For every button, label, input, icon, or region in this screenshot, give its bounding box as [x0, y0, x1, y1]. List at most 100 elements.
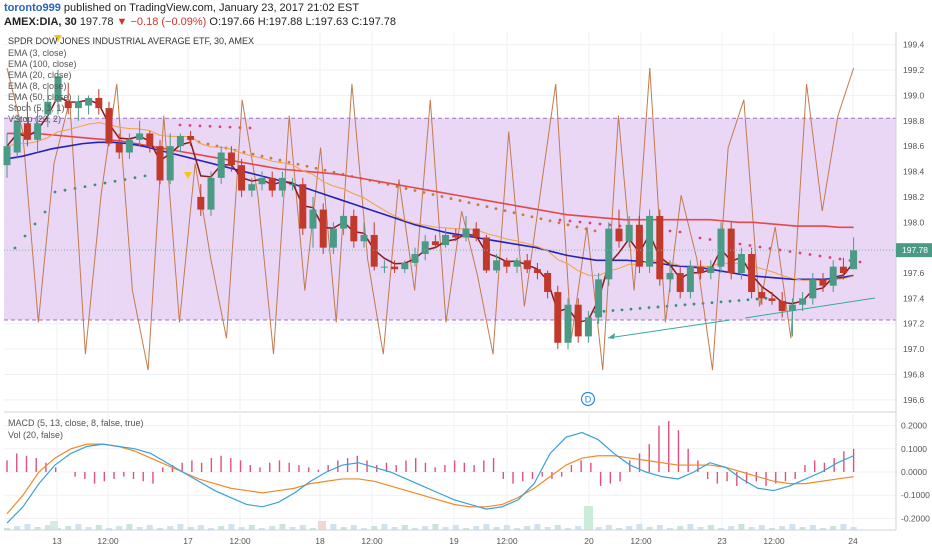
time-tick-label: 18: [315, 536, 325, 546]
candle-body: [482, 237, 490, 271]
candle-body: [697, 266, 705, 274]
volume-bar: [34, 527, 41, 530]
vstop-dot: [178, 123, 182, 127]
volume-bar: [24, 524, 31, 530]
candle-body: [748, 253, 756, 293]
candle-body: [850, 250, 858, 270]
vstop-dot: [476, 203, 480, 207]
candle-body: [686, 266, 694, 293]
candle-body: [207, 177, 215, 210]
volume-bar: [238, 527, 245, 530]
volume-bar: [218, 526, 225, 530]
candle: [839, 257, 847, 280]
candle-body: [727, 228, 735, 274]
volume-bar: [728, 526, 735, 530]
candle-body: [3, 146, 11, 166]
price-tick-label: 197.0: [903, 344, 925, 354]
candle: [819, 273, 827, 293]
candle-body: [329, 228, 337, 248]
volume-bar: [584, 506, 593, 530]
candle-body: [227, 152, 235, 166]
candle: [289, 177, 297, 191]
candle: [666, 260, 674, 293]
candle-body: [411, 253, 419, 263]
candle-body: [401, 262, 409, 270]
volume-bar: [44, 525, 51, 530]
trend-arrow-head: [608, 333, 615, 339]
candle-body: [829, 266, 837, 286]
candle-body: [370, 234, 378, 267]
candle: [737, 247, 745, 280]
volume-bar: [14, 526, 21, 530]
candle-body: [115, 143, 123, 153]
vstop-dot: [278, 158, 282, 162]
candle-body: [299, 184, 307, 229]
vstop-dot: [737, 299, 741, 302]
candle: [697, 260, 705, 280]
vstop-dot: [494, 207, 498, 211]
vstop-dot: [602, 309, 606, 313]
candle-body: [819, 279, 827, 286]
candle: [54, 70, 62, 115]
candle: [595, 273, 603, 324]
macd-tick-label: 0.2000: [901, 421, 927, 431]
vstop-dot: [692, 302, 696, 306]
candle: [105, 101, 113, 147]
volume-bar: [269, 526, 276, 530]
vstop-dot: [422, 191, 426, 194]
price-tick-label: 198.8: [903, 116, 925, 126]
candle: [707, 260, 715, 280]
vstop-dot: [638, 307, 642, 310]
vstop-dot: [305, 164, 309, 168]
volume-bar: [391, 527, 398, 530]
candle: [564, 298, 572, 350]
time-tick-label: 13: [52, 536, 62, 546]
volume-bar: [361, 528, 367, 530]
candle-body: [166, 146, 174, 181]
candle-body: [656, 215, 664, 280]
vstop-dot: [758, 245, 762, 249]
volume-bar: [718, 528, 724, 530]
candle-body: [544, 273, 552, 293]
price-tick-label: 199.4: [903, 40, 925, 50]
candle: [3, 133, 11, 178]
author-link[interactable]: toronto999: [4, 2, 61, 14]
candle-body: [595, 279, 603, 318]
candle-body: [23, 123, 31, 140]
vstop-dot: [63, 188, 67, 192]
candle-body: [105, 108, 113, 144]
vstop-dot: [808, 253, 812, 256]
vstop-dot: [818, 254, 822, 258]
volume-bar: [126, 524, 133, 530]
candle: [452, 228, 460, 242]
candle-body: [462, 228, 470, 238]
vstop-dot: [748, 244, 752, 247]
volume-bar: [177, 524, 184, 530]
candle: [309, 196, 317, 248]
volume-bar: [116, 526, 123, 530]
candle: [503, 257, 511, 274]
candle-body: [768, 298, 776, 301]
vstop-dot: [719, 300, 723, 304]
volume-bar: [95, 525, 102, 530]
candle: [686, 260, 694, 299]
ohlc-line: AMEX:DIA, 30 197.78 ▼ −0.18 (−0.09%) O:1…: [4, 16, 396, 28]
vstop-dot: [248, 126, 252, 130]
volume-bar: [789, 524, 796, 530]
candle: [248, 177, 256, 197]
candle-body: [503, 260, 511, 267]
candle-body: [380, 266, 388, 268]
candle-body: [625, 224, 633, 242]
candle: [401, 260, 409, 274]
candle: [533, 262, 541, 280]
candle-body: [64, 101, 72, 109]
vstop-dot: [296, 162, 300, 166]
axes: 196.6196.8197.0197.2197.4197.6197.8198.0…: [4, 32, 932, 546]
vstop-dot: [557, 221, 561, 225]
time-tick-label: 12:00: [229, 536, 251, 546]
volume-bar: [483, 524, 490, 530]
symbol-label: AMEX:DIA, 30: [4, 16, 77, 28]
trend-line: [744, 297, 876, 319]
volume-bar: [136, 527, 143, 530]
candle: [156, 139, 164, 185]
